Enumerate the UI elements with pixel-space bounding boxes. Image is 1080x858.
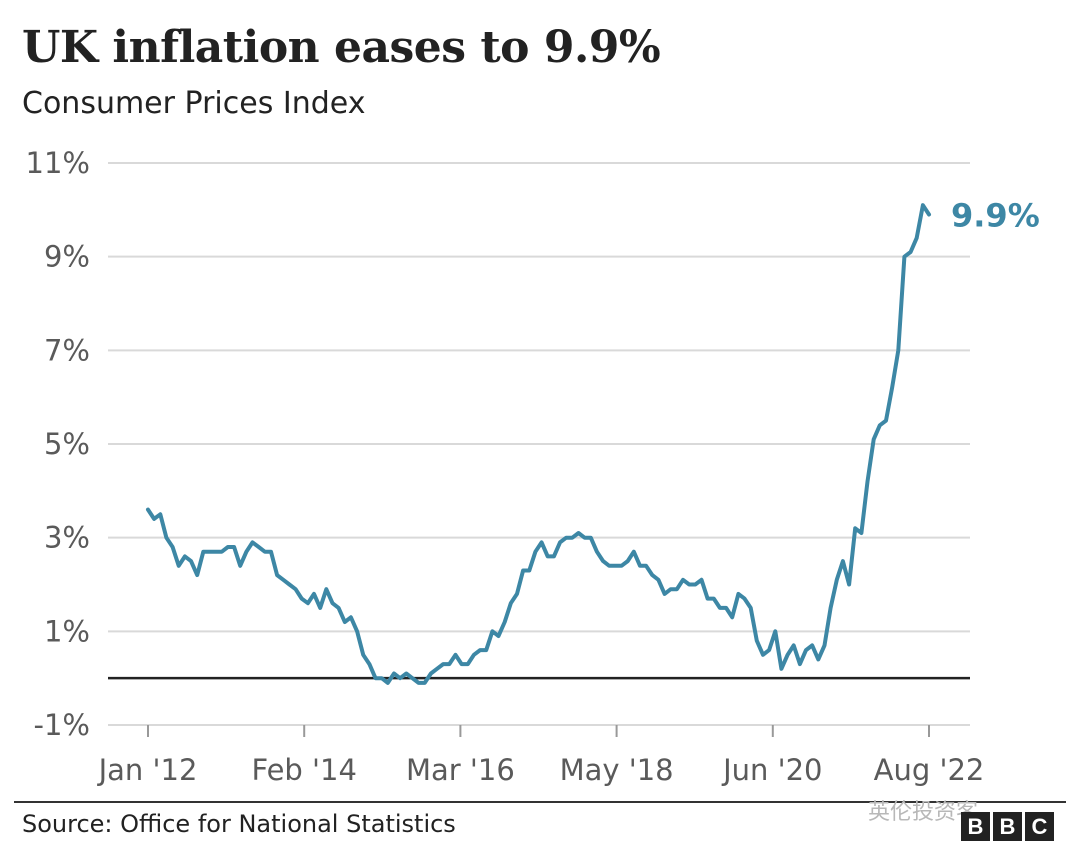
footer-divider xyxy=(14,801,1066,803)
logo-letter: B xyxy=(961,812,990,841)
source-note: Source: Office for National Statistics xyxy=(22,810,456,838)
series-layer xyxy=(146,203,931,685)
x-tick-label: Mar '16 xyxy=(406,753,515,787)
end-value-label: 9.9% xyxy=(951,197,1040,235)
line-chart: 11% 9% 7% 5% 3% 1% -1% Jan '12 Feb '14 Mar '16 Ma… xyxy=(26,146,1040,787)
x-tick-label: Aug '22 xyxy=(874,753,985,787)
gridlines xyxy=(108,162,970,726)
logo-letter: B xyxy=(993,812,1022,841)
watermark: 英伦投资客 xyxy=(868,800,979,825)
end-label-layer: 9.9% xyxy=(951,197,1040,235)
y-tick-label: 11% xyxy=(26,146,90,180)
chart-subtitle: Consumer Prices Index xyxy=(22,86,366,121)
x-tick-label: Jan '12 xyxy=(97,753,198,787)
y-axis-labels: 11% 9% 7% 5% 3% 1% -1% xyxy=(26,146,90,742)
y-tick-label: 1% xyxy=(44,614,90,648)
x-tick-label: May '18 xyxy=(560,753,674,787)
y-tick-label: 3% xyxy=(44,521,90,555)
y-tick-label: 9% xyxy=(44,240,90,274)
x-tick-label: Jun '20 xyxy=(721,753,822,787)
y-tick-label: 5% xyxy=(44,427,90,461)
y-tick-label: -1% xyxy=(34,708,90,742)
y-tick-label: 7% xyxy=(44,333,90,367)
bbc-logo: B B C xyxy=(961,812,1054,841)
cpi-series-line xyxy=(146,203,931,685)
x-axis: Jan '12 Feb '14 Mar '16 May '18 Jun '20 Aug '… xyxy=(97,725,985,787)
chart-title: UK inflation eases to 9.9% xyxy=(22,22,661,73)
x-tick-label: Feb '14 xyxy=(251,753,356,787)
logo-letter: C xyxy=(1025,812,1054,841)
